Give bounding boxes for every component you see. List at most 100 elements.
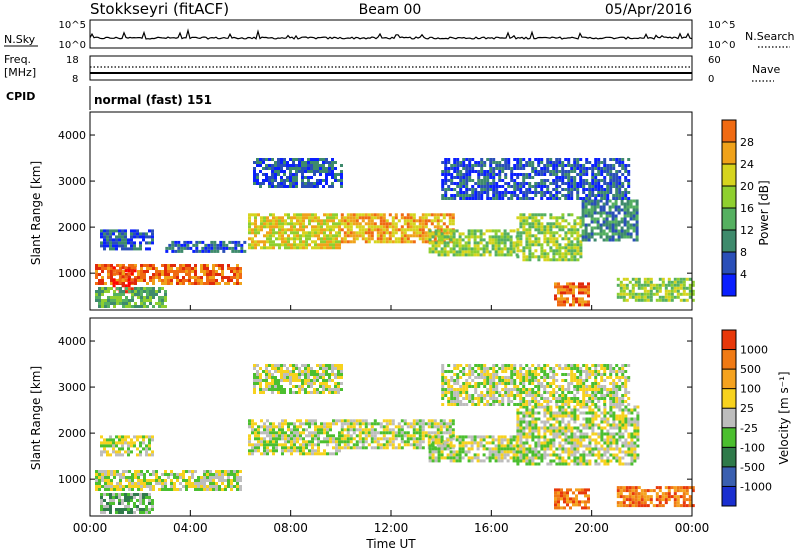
heatmap-cell (280, 182, 283, 185)
heatmap-cell (131, 299, 134, 302)
heatmap-cell (584, 226, 588, 230)
heatmap-cell (576, 161, 580, 164)
heatmap-cell (552, 423, 556, 427)
heatmap-cell (537, 213, 541, 217)
heatmap-cell (299, 437, 302, 441)
heatmap-cell (143, 479, 146, 482)
heatmap-cell (596, 220, 600, 224)
heatmap-cell (546, 237, 550, 241)
heatmap-cell (326, 222, 329, 226)
heatmap-cell (590, 226, 594, 230)
heatmap-cell (317, 437, 320, 441)
heatmap-cell (575, 285, 578, 289)
heatmap-cell (602, 220, 606, 224)
heatmap-cell (403, 434, 407, 438)
heatmap-cell (230, 488, 233, 491)
heatmap-cell (581, 303, 584, 307)
heatmap-cell (631, 486, 635, 490)
heatmap-cell (622, 295, 626, 299)
heatmap-cell (259, 185, 262, 188)
heatmap-cell (633, 423, 637, 427)
heatmap-cell (488, 229, 492, 233)
heatmap-cell (615, 444, 619, 448)
heatmap-cell (355, 213, 359, 217)
heatmap-cell (388, 234, 392, 238)
heatmap-cell (546, 462, 550, 466)
heatmap-cell (537, 185, 541, 188)
heatmap-cell (597, 441, 601, 445)
heatmap-cell (367, 231, 371, 235)
heatmap-cell (534, 237, 538, 241)
heatmap-cell (103, 247, 106, 251)
heatmap-cell (479, 238, 483, 242)
heatmap-cell (627, 173, 631, 176)
heatmap-cell (635, 202, 639, 206)
heatmap-cell (179, 279, 182, 282)
heatmap-cell (95, 290, 98, 293)
heatmap-cell (200, 282, 203, 285)
heatmap-cell (540, 441, 544, 445)
heatmap-cell (298, 167, 301, 170)
heatmap-cell (110, 276, 113, 279)
heatmap-cell (512, 450, 516, 454)
heatmap-cell (301, 173, 304, 176)
heatmap-cell (479, 459, 483, 463)
heatmap-cell (133, 493, 136, 496)
heatmap-cell (431, 247, 435, 251)
heatmap-cell (437, 450, 441, 454)
heatmap-cell (329, 234, 332, 238)
heatmap-cell (549, 234, 553, 238)
heatmap-cell (522, 219, 526, 223)
heatmap-cell (122, 473, 125, 476)
heatmap-cell (277, 164, 280, 167)
heatmap-cell (397, 446, 401, 450)
heatmap-cell (585, 197, 589, 200)
heatmap-cell (293, 443, 296, 447)
heatmap-cell (388, 428, 392, 432)
heatmap-cell (145, 247, 148, 251)
heatmap-cell (131, 296, 134, 299)
heatmap-cell (612, 167, 616, 170)
heatmap-cell (448, 419, 452, 423)
heatmap-cell (600, 444, 604, 448)
heatmap-cell (158, 479, 161, 482)
heatmap-cell (587, 303, 590, 307)
heatmap-cell (370, 434, 374, 438)
heatmap-cell (552, 459, 556, 463)
heatmap-cell (441, 173, 445, 176)
heatmap-cell (554, 503, 557, 507)
heatmap-cell (649, 501, 653, 505)
heatmap-cell (525, 411, 529, 415)
heatmap-cell (450, 164, 454, 167)
heatmap-cell (428, 435, 432, 439)
heatmap-cell (569, 291, 572, 295)
heatmap-cell (290, 446, 293, 450)
heatmap-cell (373, 228, 377, 232)
heatmap-cell (191, 267, 194, 270)
heatmap-cell (268, 179, 271, 182)
heatmap-cell (513, 173, 517, 176)
heatmap-cell (219, 246, 223, 250)
heatmap-cell (412, 428, 416, 432)
heatmap-cell (346, 446, 350, 450)
heatmap-cell (323, 219, 326, 223)
heatmap-cell (525, 246, 529, 250)
heatmap-cell (314, 231, 317, 235)
heatmap-cell (634, 498, 638, 502)
heatmap-cell (522, 420, 526, 424)
heatmap-cell (510, 176, 514, 179)
heatmap-cell (582, 188, 586, 191)
heatmap-cell (567, 438, 571, 442)
heatmap-cell (573, 188, 577, 191)
heatmap-cell (447, 173, 451, 176)
heatmap-cell (572, 491, 575, 495)
heatmap-cell (248, 243, 251, 247)
heatmap-cell (272, 452, 275, 456)
heatmap-cell (623, 202, 627, 206)
heatmap-cell (412, 431, 416, 435)
heatmap-cell (259, 158, 262, 161)
heatmap-cell (676, 292, 680, 296)
heatmap-cell (158, 299, 161, 302)
heatmap-cell (335, 237, 338, 241)
heatmap-cell (272, 449, 275, 453)
